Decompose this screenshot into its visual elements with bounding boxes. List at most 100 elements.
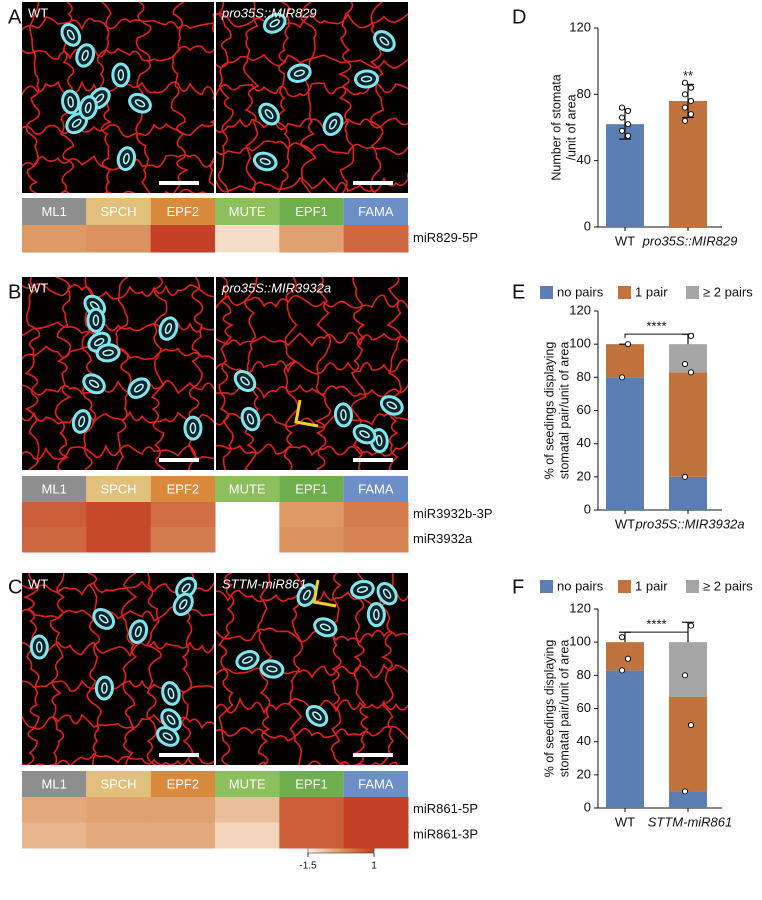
- cell-wall: [22, 321, 214, 337]
- heat-cell: [343, 797, 409, 823]
- micrograph: [17, 556, 226, 765]
- y-tick-label: 20: [577, 468, 591, 483]
- data-point: [687, 369, 695, 376]
- stoma: [235, 650, 260, 671]
- legend-label: 1 pair: [635, 284, 668, 299]
- stoma-pore: [266, 665, 278, 673]
- y-tick-label: 100: [569, 634, 591, 649]
- cell-wall: [17, 556, 226, 569]
- y-axis-label: % of seedings displaying: [542, 342, 556, 480]
- heat-cell: [150, 797, 216, 823]
- stoma-pore: [133, 383, 144, 393]
- cell-wall: [350, 277, 367, 470]
- heat-cell: [215, 822, 280, 849]
- category-label: FAMA: [358, 481, 394, 496]
- y-tick-label: 0: [584, 218, 591, 233]
- cell-wall: [386, 277, 402, 470]
- stoma-pore: [71, 118, 82, 128]
- bar-segment: [669, 696, 707, 792]
- cell-wall: [211, 555, 420, 571]
- stoma: [376, 582, 398, 606]
- category-label: MUTE: [229, 776, 266, 791]
- cell-wall: [300, 2, 317, 193]
- stoma-pore: [92, 314, 100, 327]
- stoma-pore: [246, 413, 255, 425]
- y-tick-label: 80: [577, 86, 591, 101]
- cell-wall: [216, 140, 408, 156]
- legend-swatch: [618, 580, 631, 593]
- bar-segment: [669, 791, 707, 808]
- cell-wall: [314, 277, 332, 470]
- stoma: [29, 634, 49, 660]
- significance: ****: [646, 617, 666, 632]
- data-point: [624, 121, 632, 128]
- stoma-pore: [302, 589, 311, 601]
- stoma-pore: [67, 96, 74, 108]
- category-header: [86, 198, 151, 225]
- category-label: SPCH: [100, 776, 136, 791]
- x-tick-label: pro35S::MIR829: [642, 233, 738, 248]
- heat-cell: [22, 797, 87, 823]
- x-tick-label: WT: [615, 516, 635, 531]
- y-tick-label: 60: [577, 402, 591, 417]
- category-header: [279, 476, 344, 502]
- data-point: [681, 788, 689, 795]
- cell-wall: [216, 176, 408, 193]
- cell-wall: [86, 573, 102, 765]
- heat-cell: [22, 225, 87, 253]
- category-header: [150, 771, 215, 797]
- stoma-pore: [162, 732, 174, 741]
- category-label: FAMA: [358, 204, 394, 219]
- heat-cell: [215, 225, 280, 253]
- cell-wall: [216, 725, 408, 742]
- cell-wall: [170, 2, 189, 193]
- category-header: [86, 771, 151, 797]
- cell-wall: [22, 45, 214, 62]
- cell-wall: [49, 573, 66, 765]
- stoma: [78, 95, 98, 121]
- x-tick-label: pro35S::MIR3932a: [634, 516, 744, 531]
- data-point: [681, 672, 689, 679]
- bar: [606, 124, 644, 227]
- data-point: [624, 655, 632, 662]
- stoma-pore: [259, 157, 271, 165]
- row-label: miR3932a: [413, 531, 473, 546]
- stoma: [128, 92, 152, 114]
- stoma: [350, 579, 375, 600]
- stoma: [379, 395, 404, 416]
- stoma-pore: [293, 69, 305, 77]
- micrograph-label: pro35S::MIR829: [221, 5, 317, 20]
- data-point: [681, 104, 689, 111]
- data-point: [624, 341, 632, 348]
- stoma: [322, 112, 344, 137]
- stoma: [158, 316, 179, 341]
- micrograph-label: STTM-miR861: [222, 576, 307, 591]
- stoma-pore: [375, 434, 383, 447]
- stoma-pore: [181, 583, 191, 593]
- cell-wall: [216, 294, 408, 309]
- stoma-pore: [379, 36, 390, 46]
- heat-cell: [22, 822, 87, 849]
- cell-wall: [22, 15, 214, 31]
- legend-swatch: [540, 580, 553, 593]
- category-header: [279, 771, 344, 797]
- stoma-pore: [84, 101, 92, 114]
- legend-swatch: [618, 286, 631, 299]
- y-tick-label: 100: [569, 336, 591, 351]
- cell-wall: [216, 117, 408, 133]
- cell-wall: [218, 277, 235, 470]
- category-header: [279, 198, 344, 225]
- y-tick-label: 40: [577, 435, 591, 450]
- cell-wall: [216, 440, 408, 457]
- heat-cell: [343, 502, 409, 528]
- cell-wall: [60, 188, 207, 193]
- panel-letter: E: [512, 281, 525, 303]
- stoma: [71, 409, 92, 434]
- row-label: miR829-5P: [413, 230, 478, 245]
- x-tick-label: WT: [615, 233, 635, 248]
- category-label: EPF1: [295, 481, 328, 496]
- cell-wall: [22, 713, 214, 730]
- bar-segment: [606, 642, 644, 671]
- stoma-pore: [242, 656, 253, 664]
